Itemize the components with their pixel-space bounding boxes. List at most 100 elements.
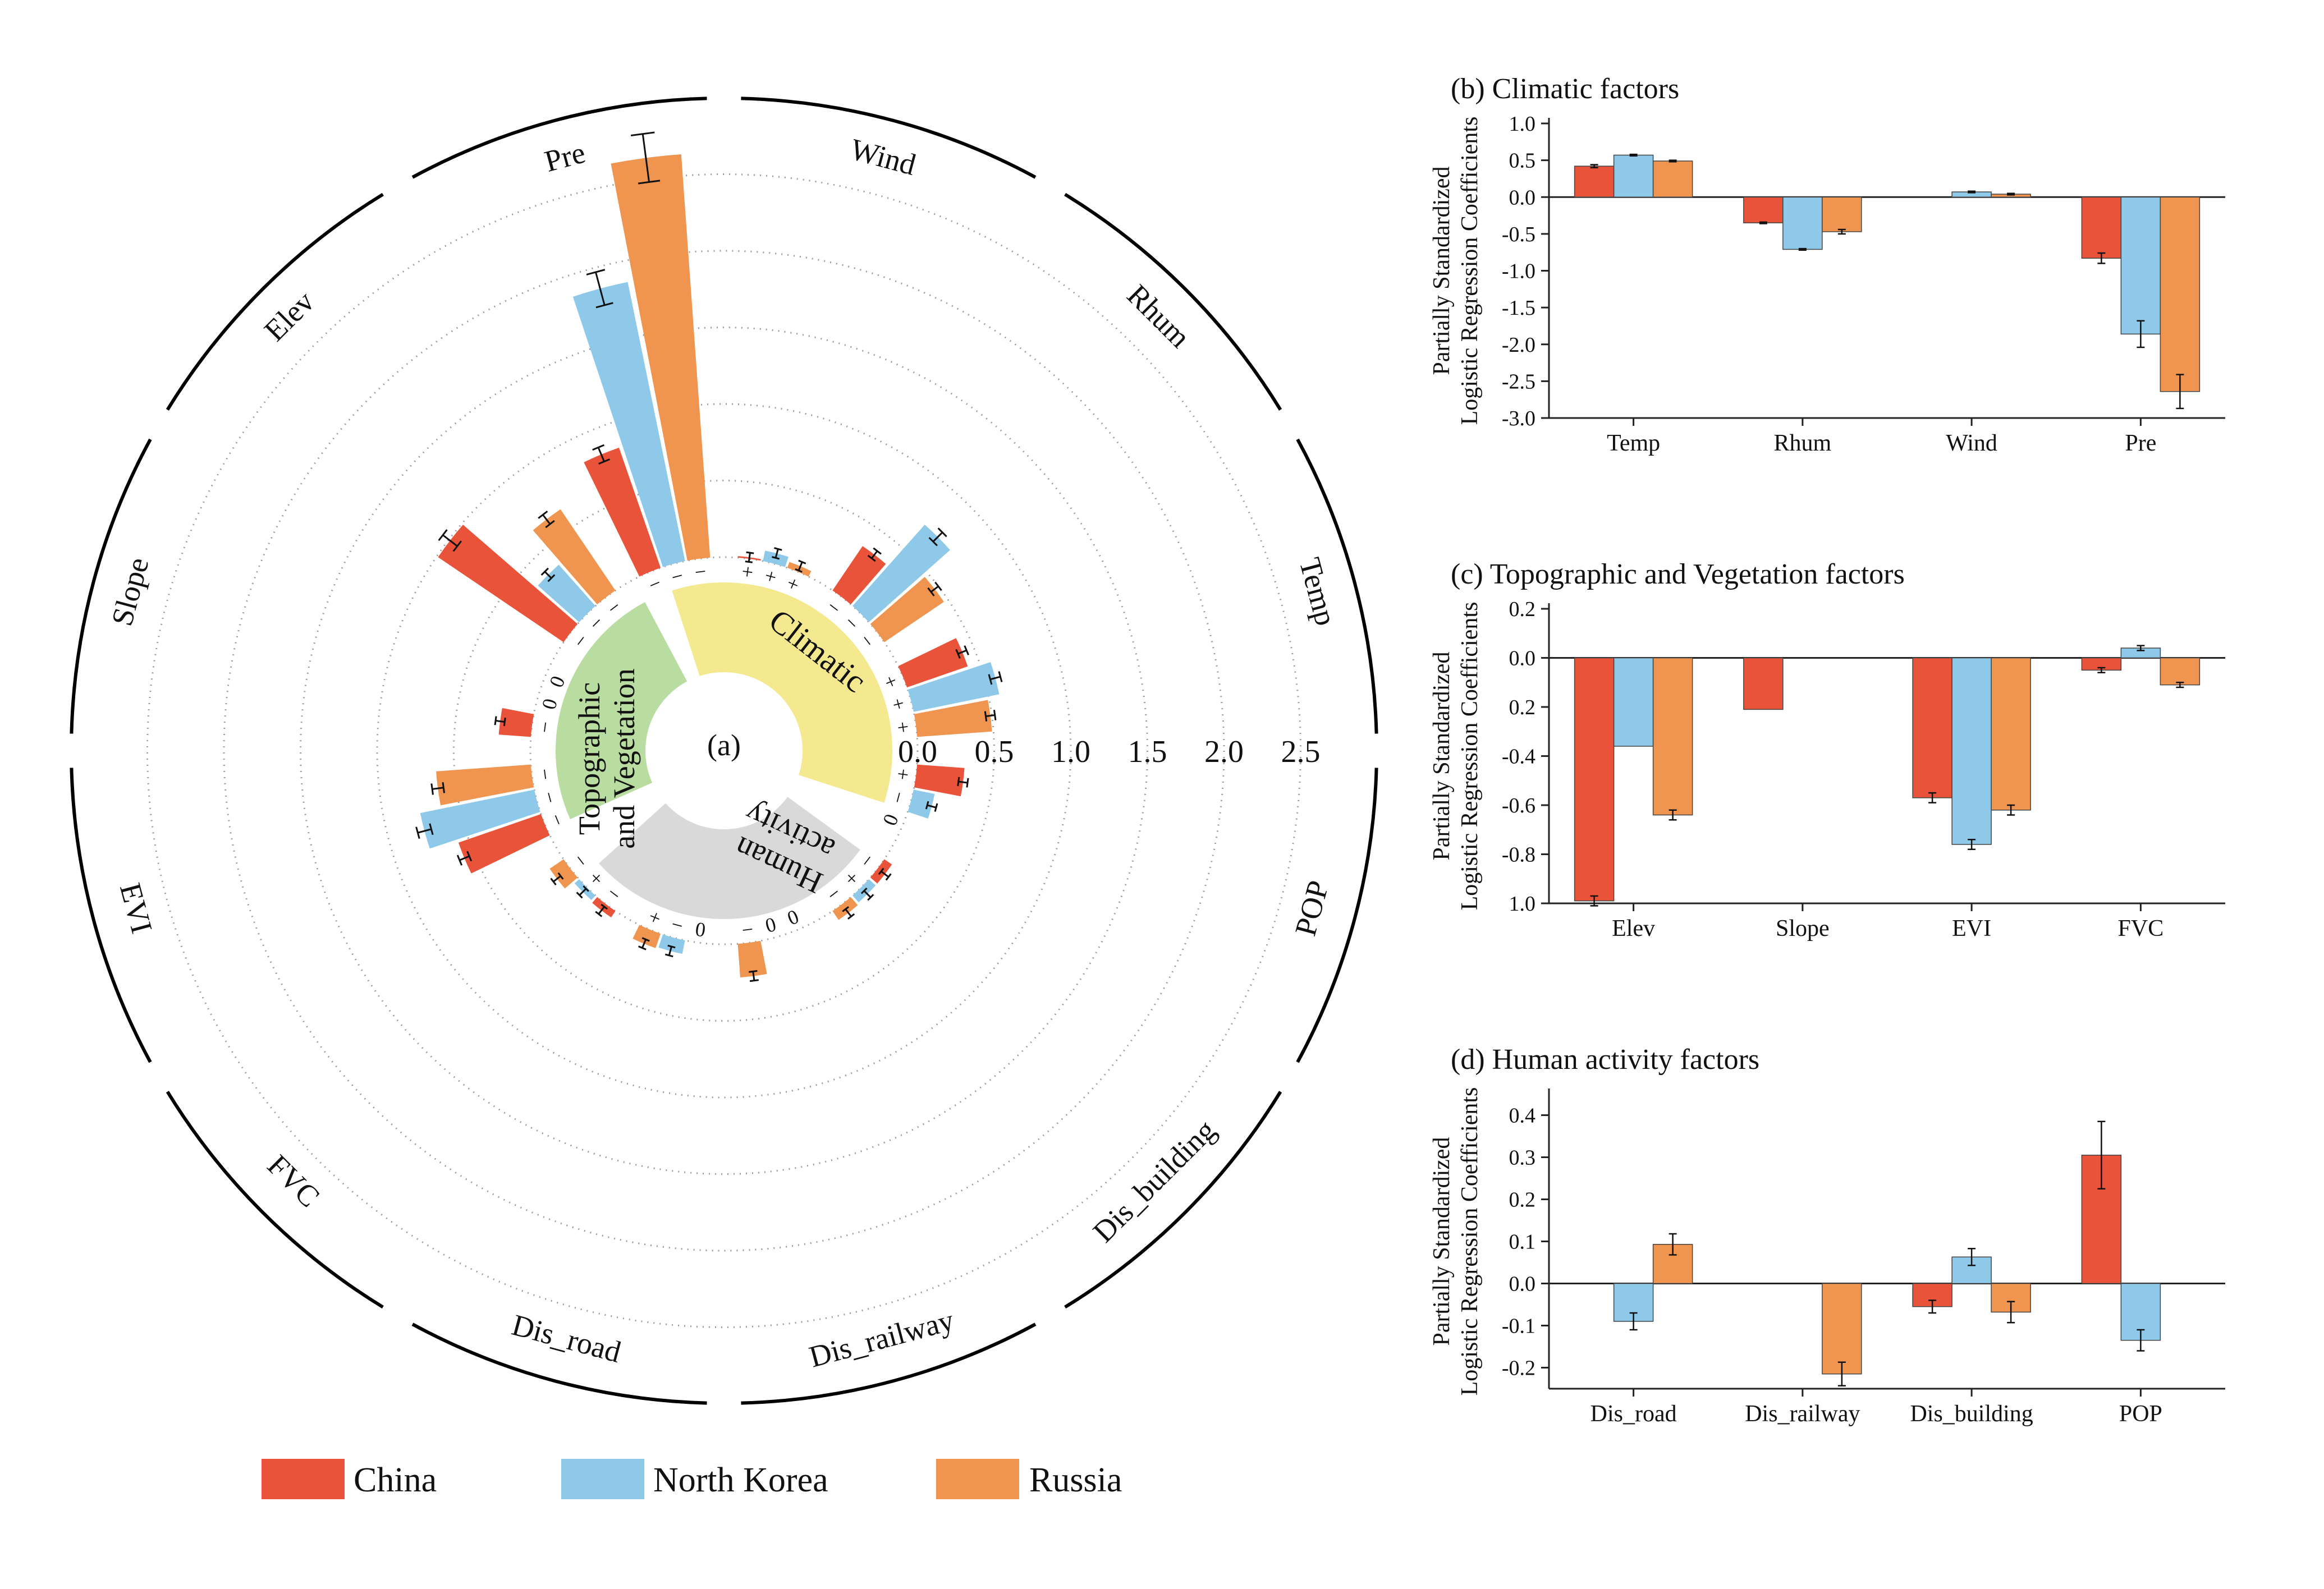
radial-error-bar	[544, 571, 552, 579]
radial-sign-label: −	[544, 810, 570, 829]
radial-error-bar	[881, 870, 890, 878]
radial-sign-label: 0	[784, 905, 802, 930]
panel-ylabel-line2: Logistic Regression Coefficients	[1457, 117, 1483, 425]
panel-ylabel-line1: Partially Standardized	[1429, 651, 1455, 860]
panel-bar-china-evi	[1912, 657, 1952, 798]
radial-error-cap	[466, 851, 473, 862]
radial-bar-russia-temp	[914, 700, 992, 737]
radial-sign-label: −	[603, 881, 625, 906]
panel-bar-russia-elev	[1652, 657, 1693, 816]
radial-error-cap	[988, 674, 993, 685]
radial-sign-label: −	[533, 720, 557, 734]
radial-error-bar	[459, 855, 470, 861]
radial-error-bar	[641, 939, 647, 949]
panel-xtick-label-pre: Pre	[2125, 430, 2156, 456]
radial-sign-label: +	[891, 720, 915, 734]
panel-ytick-label: 0.2	[1509, 696, 1536, 719]
human-activity-group-sector	[599, 797, 860, 920]
radial-sign-label: 0	[878, 811, 903, 829]
radial-error-cap	[867, 894, 874, 901]
category-arc-dis-building	[1064, 1091, 1282, 1309]
category-arc-dis-road	[411, 1322, 707, 1405]
radial-error-bar	[927, 804, 937, 809]
panel-ytick-label: 0.0	[1509, 186, 1536, 209]
radial-error-cap	[638, 945, 647, 950]
panel-ytick-label: -0.8	[1502, 843, 1535, 867]
panel-bar-china-elev	[1574, 657, 1615, 902]
radial-error-bar	[598, 906, 605, 915]
radial-error-cap	[638, 180, 661, 185]
radial-bar-russia-dis-road	[632, 925, 661, 948]
radial-error-bar	[871, 550, 878, 559]
radial-bar-china-rhum	[832, 546, 886, 605]
radial-bar-china-slope	[498, 708, 534, 737]
radial-error-cap	[583, 885, 589, 892]
radial-error-cap	[745, 561, 753, 563]
panel-xtick-label-wind: Wind	[1946, 430, 1997, 456]
panel-bar-russia-rhum	[1822, 196, 1862, 232]
radial-sign-label: −	[569, 849, 593, 872]
panel-xtick-label-dis-railway: Dis_railway	[1745, 1401, 1860, 1427]
radial-error-bar	[958, 780, 968, 784]
radial-bar-russia-rhum	[870, 577, 944, 642]
panel-ylabel-line2: Logistic Regression Coefficients	[1457, 1087, 1483, 1396]
radial-error-bar	[594, 272, 606, 306]
panel-xtick-label-pop: POP	[2119, 1401, 2162, 1427]
radial-sign-label: +	[886, 696, 911, 713]
radial-error-bar	[641, 134, 650, 182]
climatic-group-sector	[672, 582, 892, 803]
topo-group-label-line1: Topographic	[572, 682, 606, 835]
radial-error-cap	[798, 559, 806, 564]
radial-bar-russia-elev	[533, 509, 616, 605]
radial-sign-label: 0	[763, 913, 778, 937]
legend-label-north-korea: North Korea	[653, 1461, 828, 1499]
category-label-dis-building: Dis_building	[1087, 1113, 1222, 1249]
radial-error-cap	[442, 782, 446, 793]
radial-bar-north-korea-dis-road	[658, 934, 685, 954]
radial-ring-tick-label: 0.0	[898, 734, 937, 769]
radial-error-cap	[957, 777, 960, 787]
radial-error-bar	[553, 875, 561, 883]
radial-ring-tick-label: 0.5	[975, 734, 1014, 769]
radial-error-bar	[863, 890, 872, 898]
radial-sign-label: +	[891, 767, 915, 781]
radial-error-cap	[576, 892, 583, 899]
radial-sign-label: −	[840, 611, 864, 635]
radial-ring-tick-label: 1.5	[1128, 734, 1167, 769]
panel-bar-china-slope	[1743, 657, 1784, 710]
legend-swatch-russia	[936, 1459, 1019, 1499]
radial-bar-china-pre	[584, 447, 661, 577]
radial-error-bar	[957, 649, 967, 655]
radial-ring-tick-label: 1.0	[1051, 734, 1090, 769]
category-label-wind: Wind	[847, 132, 919, 181]
radial-sign-label: 0	[694, 918, 707, 942]
radial-error-cap	[641, 937, 650, 942]
radial-error-cap	[964, 645, 969, 655]
radial-error-cap	[795, 568, 803, 573]
radial-bar-north-korea-evi	[420, 789, 540, 849]
radial-error-bar	[930, 585, 939, 593]
panel-bar-north-korea-rhum	[1782, 196, 1823, 250]
radial-error-cap	[885, 873, 892, 881]
radial-error-bar	[797, 562, 803, 571]
radial-grid-ring	[146, 173, 1301, 1328]
panel-ytick-label: 0.3	[1509, 1146, 1536, 1170]
radial-error-cap	[925, 801, 929, 810]
radial-error-cap	[540, 567, 549, 576]
radial-error-bar	[748, 552, 751, 562]
radial-error-bar	[990, 676, 1001, 681]
radial-sign-label: −	[693, 560, 707, 584]
radial-error-cap	[550, 878, 557, 885]
radial-error-cap	[955, 649, 961, 659]
radial-sign-label: −	[569, 630, 593, 652]
panel-ytick-label: -3.0	[1502, 407, 1535, 430]
panel-ylabel-line1: Partially Standardized	[1429, 1137, 1455, 1345]
category-arc-elev	[166, 192, 384, 411]
radial-bar-china-evi	[458, 814, 550, 874]
radial-sign-label: −	[886, 789, 911, 806]
panel-xtick-label-dis-road: Dis_road	[1590, 1401, 1677, 1427]
radial-bar-china-elev	[438, 525, 578, 642]
radial-sign-label: −	[537, 789, 562, 806]
radial-sign-label: −	[823, 881, 845, 906]
radial-sign-label: −	[645, 571, 664, 596]
